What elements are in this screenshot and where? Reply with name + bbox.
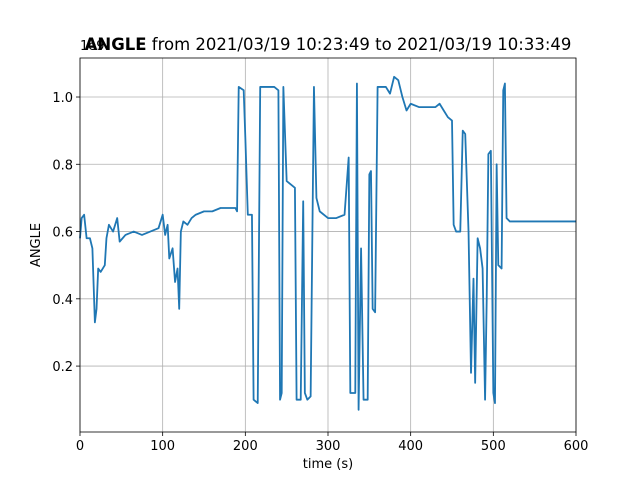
x-tick-label: 0	[76, 439, 84, 454]
y-tick-label: 1.0	[52, 91, 73, 106]
x-tick-label: 100	[150, 439, 175, 454]
plot-frame	[79, 57, 577, 433]
x-axis-label: time (s)	[303, 457, 353, 472]
x-tick-label: 500	[481, 439, 506, 454]
y-tick-label: 0.8	[52, 158, 73, 173]
data-line	[79, 75, 576, 411]
y-tick-label: 0.4	[52, 293, 73, 308]
x-tick-label: 400	[398, 439, 423, 454]
x-tick-label: 300	[316, 439, 341, 454]
y-tick-label: 0.2	[52, 360, 73, 375]
title-text: from 2021/03/19 10:23:49 to 2021/03/19 1…	[152, 35, 572, 54]
y-offset-label: 1e9	[80, 39, 105, 54]
chart-title: ANGLE from 2021/03/19 10:23:49 to 2021/0…	[85, 35, 572, 54]
x-tick-label: 200	[233, 439, 258, 454]
title-name: ANGLE	[85, 35, 147, 54]
y-tick-label: 0.6	[52, 226, 73, 241]
x-tick-label: 600	[564, 439, 589, 454]
y-axis-label: ANGLE	[29, 223, 44, 267]
